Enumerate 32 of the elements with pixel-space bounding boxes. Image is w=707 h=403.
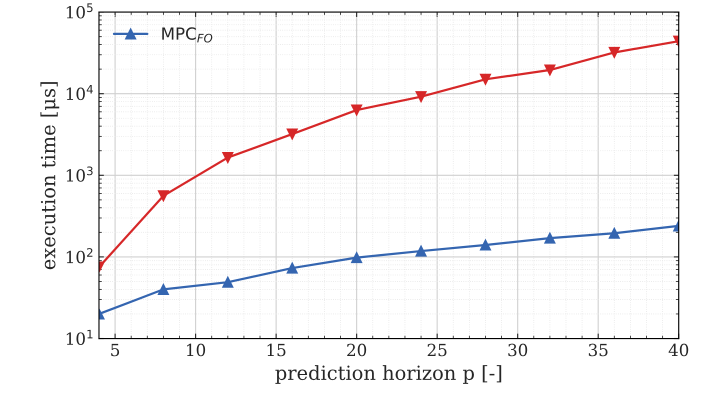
y-tick-label: 10$^{2}$ <box>66 248 92 264</box>
point <box>158 284 169 295</box>
y-tick-label: 10$^{1}$ <box>66 330 92 345</box>
point <box>416 91 427 102</box>
point <box>351 252 362 264</box>
point <box>351 104 362 116</box>
point <box>286 128 298 140</box>
legend-label: MPC$_{FO}$ <box>162 27 212 43</box>
x-tick-label: 5 <box>111 344 120 356</box>
point <box>416 245 427 257</box>
point <box>608 228 620 239</box>
x-axis-title: prediction horizon p [-] <box>275 365 502 384</box>
x-tick-label: 35 <box>588 344 608 356</box>
x-tick-label: 20 <box>347 344 366 356</box>
y-tick-label: 10$^{5}$ <box>66 3 93 19</box>
x-tick-label: 30 <box>508 344 528 356</box>
point <box>480 74 492 85</box>
y-tick-label: 10$^{4}$ <box>66 85 93 100</box>
point <box>480 239 492 251</box>
point <box>286 262 298 274</box>
point <box>222 276 234 288</box>
x-tick-label: 25 <box>428 344 446 356</box>
x-tick-label: 15 <box>268 344 286 356</box>
point <box>158 190 169 202</box>
x-tick-label: 10 <box>187 344 206 356</box>
point <box>222 152 234 164</box>
point <box>544 232 556 244</box>
x-tick-label: 40 <box>668 344 688 356</box>
point <box>608 46 620 58</box>
point <box>544 64 556 76</box>
y-tick-label: 10$^{3}$ <box>66 166 93 182</box>
y-axis-title: execution time [μs] <box>40 82 60 270</box>
